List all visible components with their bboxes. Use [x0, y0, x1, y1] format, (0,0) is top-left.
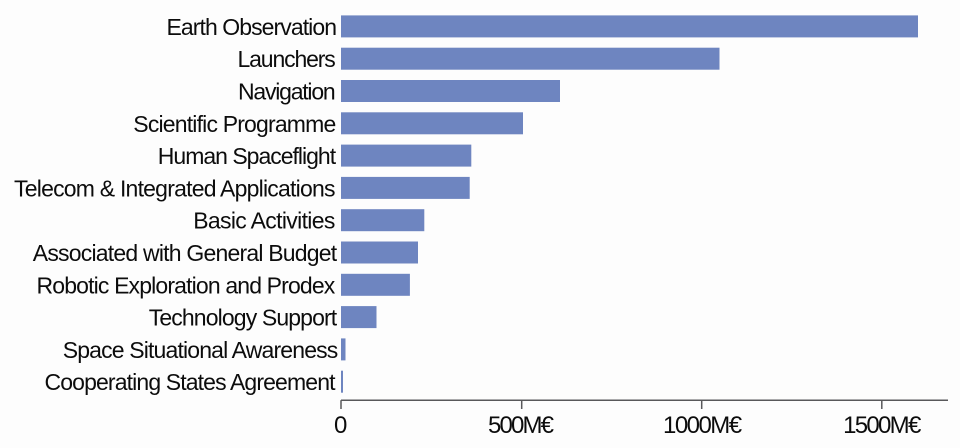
svg-text:Human Spaceflight: Human Spaceflight [158, 143, 337, 169]
svg-text:Basic Activities: Basic Activities [193, 208, 335, 234]
svg-text:Telecom & Integrated Applicati: Telecom & Integrated Applications [14, 175, 336, 201]
svg-text:Scientific Programme: Scientific Programme [133, 111, 336, 137]
svg-text:Earth Observation: Earth Observation [167, 14, 338, 40]
svg-text:0: 0 [334, 412, 347, 439]
svg-text:Robotic Exploration and Prodex: Robotic Exploration and Prodex [37, 272, 336, 298]
svg-text:1000M€: 1000M€ [663, 412, 743, 439]
svg-text:Space Situational Awareness: Space Situational Awareness [63, 337, 339, 363]
svg-text:1500M€: 1500M€ [843, 412, 922, 439]
svg-text:Cooperating States Agreement: Cooperating States Agreement [45, 369, 337, 395]
svg-text:Launchers: Launchers [238, 46, 336, 72]
svg-text:Navigation: Navigation [238, 79, 336, 105]
svg-text:Associated with General Budget: Associated with General Budget [33, 240, 338, 266]
svg-text:500M€: 500M€ [488, 412, 555, 439]
svg-text:Technology Support: Technology Support [149, 305, 338, 331]
